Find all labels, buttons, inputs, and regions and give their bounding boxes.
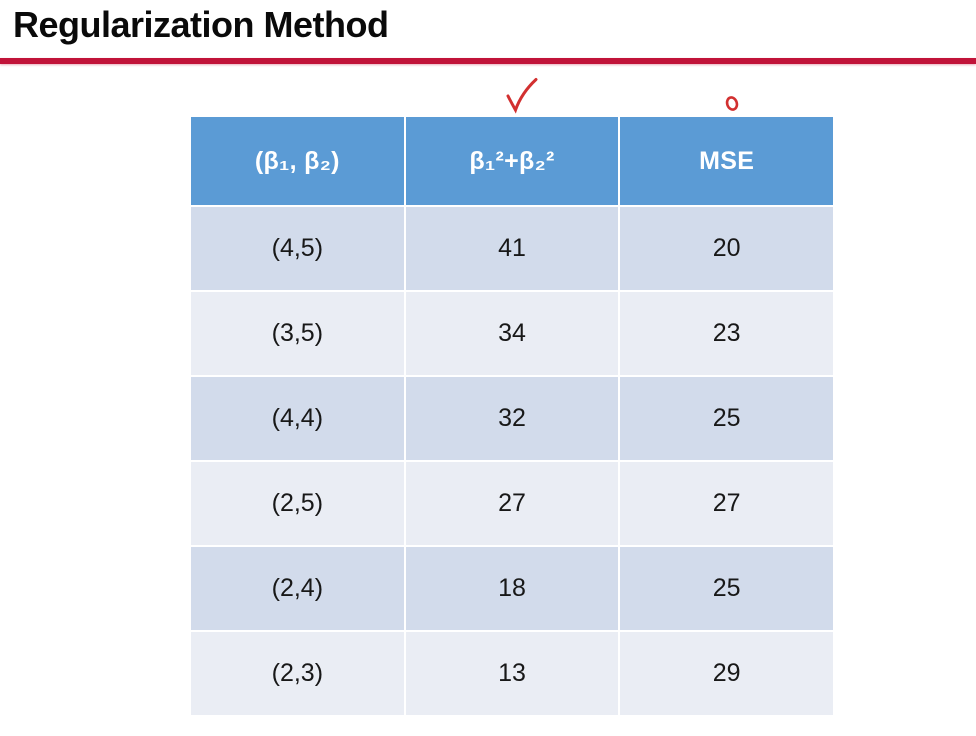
cell-sum-squares: 13: [405, 632, 619, 715]
cell-beta-pair: (2,5): [191, 462, 404, 545]
cell-beta-pair: (2,4): [191, 547, 404, 630]
cell-mse: 29: [620, 632, 833, 715]
column-header-mse: MSE: [620, 117, 833, 205]
cell-mse: 25: [620, 547, 833, 630]
regularization-table: (β₁, β₂) β₁²+β₂² MSE (4,5) 41 20 (3,5) 3…: [191, 117, 833, 715]
cell-beta-pair: (4,5): [191, 207, 404, 290]
column-header-sum-squares: β₁²+β₂²: [405, 117, 619, 205]
page-title: Regularization Method: [13, 4, 389, 45]
cell-sum-squares: 34: [405, 292, 619, 375]
cell-beta-pair: (2,3): [191, 632, 404, 715]
title-divider-line: [0, 58, 976, 64]
cell-beta-pair: (4,4): [191, 377, 404, 460]
cell-beta-pair: (3,5): [191, 292, 404, 375]
cell-mse: 25: [620, 377, 833, 460]
cell-mse: 23: [620, 292, 833, 375]
cell-mse: 27: [620, 462, 833, 545]
cell-mse: 20: [620, 207, 833, 290]
cell-sum-squares: 41: [405, 207, 619, 290]
circle-mark-icon: [725, 96, 739, 111]
cell-sum-squares: 18: [405, 547, 619, 630]
checkmark-icon: [506, 78, 538, 114]
column-header-beta-pair: (β₁, β₂): [191, 117, 404, 205]
cell-sum-squares: 32: [405, 377, 619, 460]
cell-sum-squares: 27: [405, 462, 619, 545]
